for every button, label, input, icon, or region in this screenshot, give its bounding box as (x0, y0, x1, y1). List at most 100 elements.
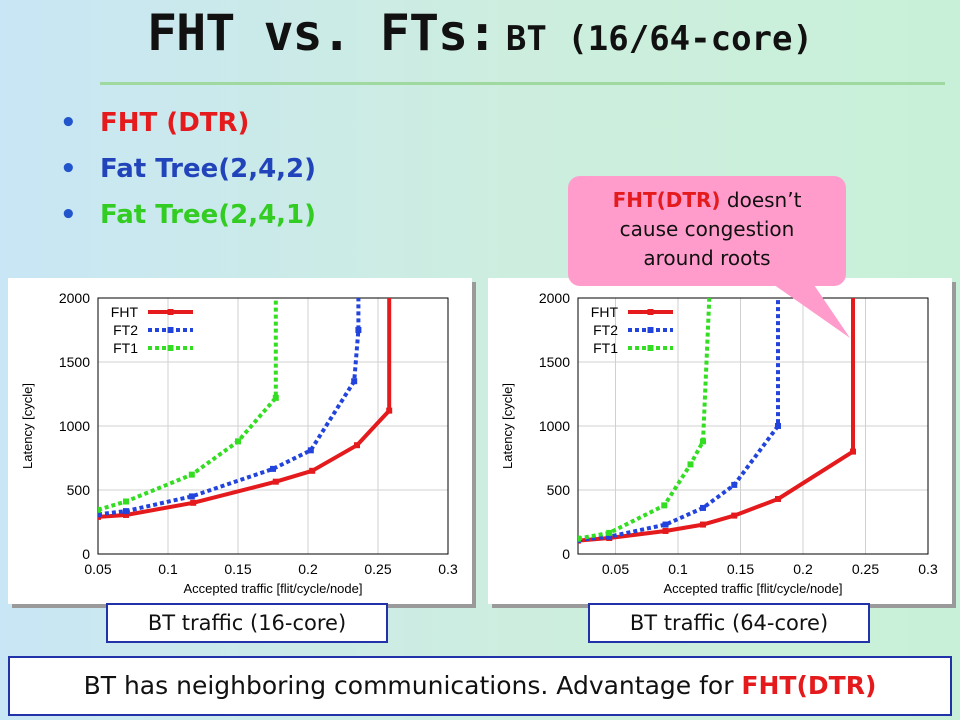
legend-label-ft1: FT1 (113, 340, 138, 356)
data-point-ft1 (578, 535, 581, 542)
data-point-ft2 (188, 493, 195, 500)
title-main: FHT vs. FTs: (147, 4, 497, 62)
bullet-fht-label: FHT (DTR) (100, 108, 250, 138)
data-point-ft2 (270, 465, 276, 472)
bullet-list: • FHT (DTR) • Fat Tree(2,4,2) • Fat Tree(2,… (60, 100, 316, 238)
chart-16-core-svg: 0 500 1000 1500 2000 0.05 0.1 0.15 0.2 0.25 0.3 Acc… (20, 290, 458, 596)
y-tick-label: 2000 (59, 290, 90, 306)
y-tick-label: 1500 (59, 354, 90, 370)
y-tick-label: 1000 (539, 418, 570, 434)
legend-label-ft2: FT2 (113, 322, 138, 338)
data-point-ft1 (123, 498, 129, 505)
callout-note: FHT(DTR) doesn’t cause congestion around… (568, 176, 846, 286)
callout-line1: doesn’t (720, 188, 802, 212)
bullet-ft1: • Fat Tree(2,4,1) (60, 200, 317, 230)
data-point-ft2 (700, 504, 706, 511)
x-tick-label: 0.05 (602, 561, 629, 577)
data-point-fht (123, 511, 129, 518)
caption-16-core: BT traffic (16-core) (106, 603, 388, 643)
title-divider (100, 82, 945, 85)
x-axis-label: Accepted traffic [flit/cycle/node] (184, 581, 363, 596)
legend-label-fht: FHT (591, 304, 619, 320)
title-sub: BT (16/64-core) (505, 19, 813, 59)
y-axis-label: Latency [cycle] (20, 383, 35, 469)
x-tick-label: 0.2 (298, 561, 318, 577)
callout-line2: cause congestion (619, 217, 795, 241)
callout-highlight: FHT(DTR) (612, 188, 721, 212)
legend-marker-ft2 (647, 327, 654, 333)
data-point-fht (190, 499, 197, 506)
data-point-ft2 (775, 423, 781, 429)
y-tick-label: 1000 (59, 418, 90, 434)
legend-label-ft2: FT2 (593, 322, 618, 338)
data-point-fht (662, 527, 669, 534)
plot-frame (577, 297, 929, 555)
data-point-ft2 (123, 508, 129, 515)
callout-line3: around roots (643, 246, 771, 270)
legend-marker-ft2 (167, 327, 174, 333)
x-axis-label: Accepted traffic [flit/cycle/node] (664, 581, 843, 596)
series-line-fht (578, 298, 855, 543)
data-point-ft1 (235, 438, 241, 445)
chart-64-core-svg: 0 500 1000 1500 2000 0.05 0.1 0.15 0.2 0.25 0.3 Acc… (500, 290, 938, 596)
x-tick-label: 0.2 (793, 561, 813, 577)
data-point-ft2 (307, 447, 314, 454)
data-point-fht (700, 521, 706, 528)
data-point-fht (272, 478, 279, 485)
data-point-ft1 (98, 506, 101, 513)
y-tick-label: 2000 (539, 290, 570, 306)
bullet-ft2: • Fat Tree(2,4,2) (60, 154, 317, 184)
x-tick-label: 0.25 (852, 561, 879, 577)
data-point-ft1 (661, 502, 668, 509)
legend-marker-ft1 (167, 345, 174, 351)
data-point-ft1 (606, 529, 613, 536)
footer-highlight: FHT(DTR) (741, 671, 877, 700)
bullet-ft1-label: Fat Tree(2,4,1) (100, 200, 317, 230)
x-tick-label: 0.3 (918, 561, 938, 577)
data-point-fht (309, 467, 316, 474)
series-group (578, 298, 856, 544)
x-tick-label: 0.25 (364, 561, 391, 577)
data-point-fht (775, 495, 781, 502)
data-point-fht (731, 512, 738, 519)
chart-16-core: 0 500 1000 1500 2000 0.05 0.1 0.15 0.2 0.25 0.3 Acc… (8, 278, 472, 604)
x-tick-label: 0.3 (438, 561, 458, 577)
series-line-fht (98, 298, 392, 519)
legend-marker-ft1 (647, 345, 654, 351)
plot-frame (97, 297, 449, 555)
y-tick-label: 0 (562, 546, 570, 562)
data-point-fht (850, 448, 856, 455)
chart-64-core: 0 500 1000 1500 2000 0.05 0.1 0.15 0.2 0.25 0.3 Acc… (488, 278, 952, 604)
legend-label-ft1: FT1 (593, 340, 618, 356)
footer-text: BT has neighboring communications. Advan… (83, 671, 742, 700)
data-point-ft1 (700, 438, 706, 445)
footer-note: BT has neighboring communications. Advan… (8, 656, 952, 716)
legend-marker-fht (647, 309, 654, 315)
data-point-ft1 (687, 461, 694, 468)
series-line-ft1 (578, 298, 712, 541)
y-tick-label: 500 (67, 482, 91, 498)
data-point-fht (354, 442, 360, 449)
data-point-ft2 (731, 481, 738, 488)
data-point-ft1 (272, 394, 279, 401)
data-point-ft2 (98, 511, 101, 518)
y-tick-label: 500 (547, 482, 571, 498)
bullet-ft2-label: Fat Tree(2,4,2) (100, 154, 317, 184)
slide-title: FHT vs. FTs: BT (16/64-core) (0, 4, 960, 62)
x-tick-label: 0.1 (668, 561, 688, 577)
x-tick-label: 0.15 (224, 561, 251, 577)
y-tick-label: 1500 (539, 354, 570, 370)
data-point-ft2 (355, 327, 362, 333)
x-tick-label: 0.15 (727, 561, 754, 577)
data-point-ft2 (606, 533, 613, 540)
legend-label-fht: FHT (111, 304, 139, 320)
data-point-ft1 (188, 471, 195, 478)
x-tick-label: 0.1 (158, 561, 178, 577)
legend-marker-fht (167, 309, 174, 315)
series-line-ft1 (98, 298, 278, 512)
x-tick-label: 0.05 (84, 561, 111, 577)
y-axis-label: Latency [cycle] (500, 383, 515, 469)
bullet-fht: • FHT (DTR) (60, 108, 250, 138)
series-group (98, 298, 393, 520)
data-point-ft2 (351, 378, 358, 385)
